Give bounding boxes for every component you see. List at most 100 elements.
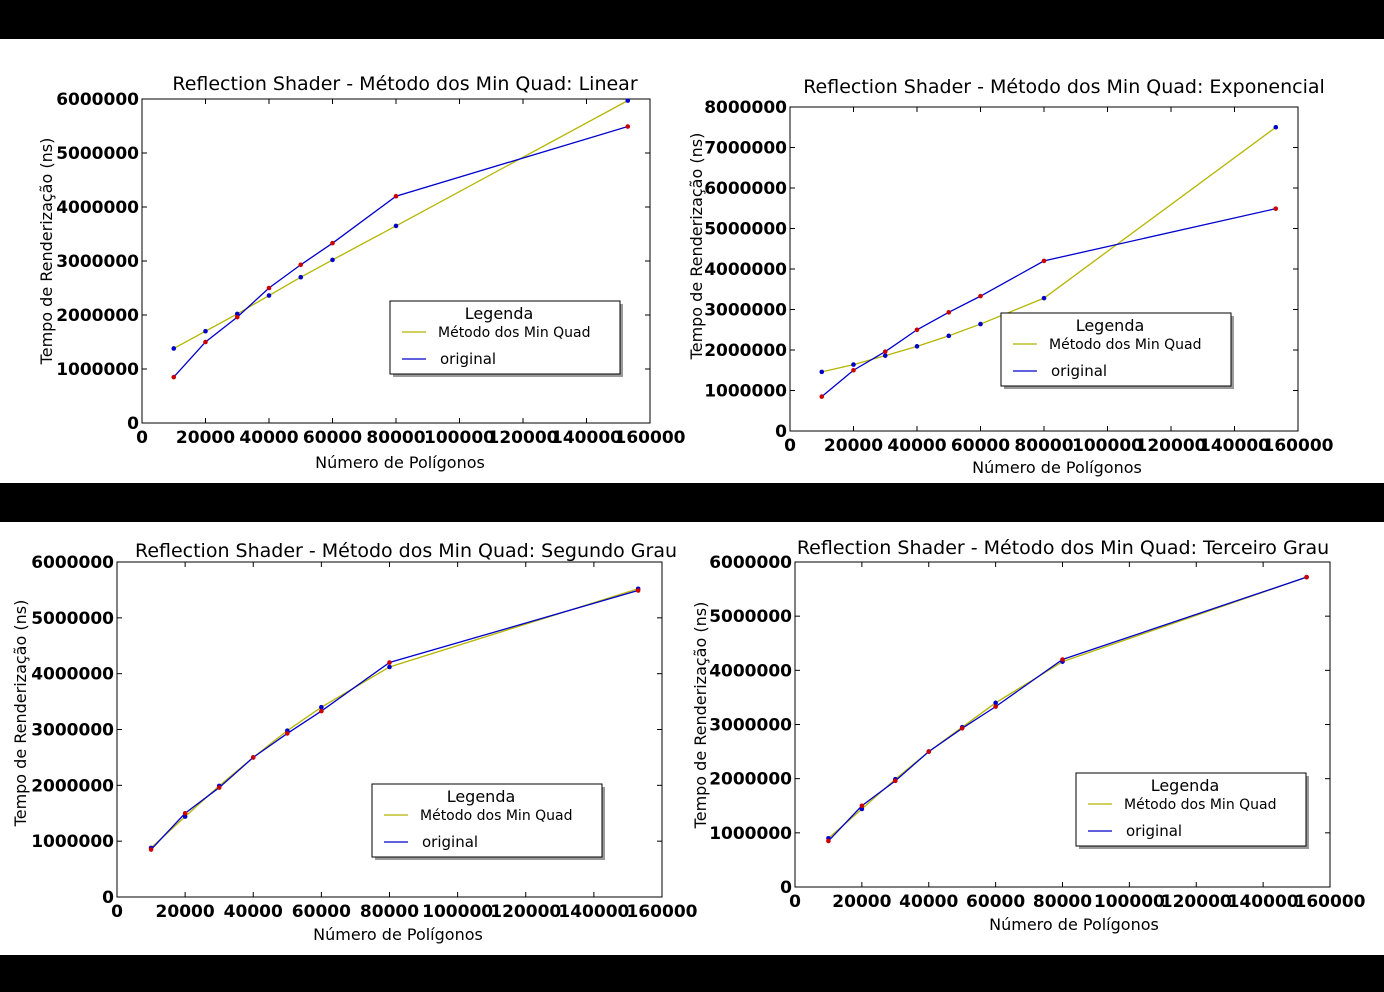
point-original xyxy=(182,810,188,816)
point-fit xyxy=(182,814,188,819)
y-tick-label: 2000000 xyxy=(704,341,787,361)
point-original xyxy=(1041,258,1047,264)
y-tick-label: 1000000 xyxy=(709,824,792,844)
point-original xyxy=(819,394,825,399)
legend-title: Legenda xyxy=(465,304,534,323)
chart-3: Reflection Shader - Método dos Min Quad:… xyxy=(691,537,1366,934)
point-original xyxy=(851,367,856,373)
point-original xyxy=(826,838,831,844)
top-black-band xyxy=(0,0,1384,39)
point-fit xyxy=(882,353,888,358)
point-original xyxy=(1273,206,1279,211)
x-axis-label: Número de Polígonos xyxy=(315,453,485,472)
chart-0: Reflection Shader - Método dos Min Quad:… xyxy=(37,73,686,472)
y-tick-label: 6000000 xyxy=(56,90,139,110)
point-original xyxy=(914,327,920,333)
series-line-fit xyxy=(173,100,629,350)
x-tick-label: 100000 xyxy=(422,902,493,922)
y-tick-label: 5000000 xyxy=(56,144,139,164)
x-tick-label: 140000 xyxy=(551,428,622,448)
series-line-original xyxy=(150,589,639,850)
point-fit xyxy=(234,311,240,317)
x-tick-label: 20000 xyxy=(824,436,883,456)
point-fit xyxy=(387,664,392,670)
y-tick-label: 4000000 xyxy=(704,260,787,280)
x-tick-label: 100000 xyxy=(1094,892,1165,912)
y-tick-label: 3000000 xyxy=(56,252,139,272)
y-tick-label: 2000000 xyxy=(56,306,139,326)
x-tick-label: 60000 xyxy=(292,902,351,922)
point-fit xyxy=(625,98,631,103)
x-tick-label: 160000 xyxy=(627,902,698,922)
x-tick-label: 160000 xyxy=(615,428,686,448)
point-original xyxy=(926,749,932,754)
y-tick-label: 4000000 xyxy=(31,665,114,685)
y-tick-label: 2000000 xyxy=(31,776,114,796)
x-tick-label: 140000 xyxy=(1228,892,1299,912)
x-tick-label: 60000 xyxy=(951,436,1010,456)
y-tick-label: 5000000 xyxy=(31,609,114,629)
x-tick-label: 120000 xyxy=(1161,892,1232,912)
x-tick-label: 20000 xyxy=(832,892,891,912)
y-tick-label: 0 xyxy=(127,414,139,434)
legend-title: Legenda xyxy=(1076,316,1145,335)
x-tick-label: 80000 xyxy=(1014,436,1073,456)
point-original xyxy=(1060,657,1065,662)
legend-entry: original xyxy=(422,833,478,851)
y-axis-label: Tempo de Renderização (ns) xyxy=(691,602,710,830)
chart-title: Reflection Shader - Método dos Min Quad:… xyxy=(797,537,1329,559)
legend-entry: original xyxy=(440,350,496,368)
chart-title: Reflection Shader - Método dos Min Quad:… xyxy=(803,76,1325,98)
middle-black-band xyxy=(0,483,1384,522)
legend-box xyxy=(371,783,603,858)
point-original xyxy=(959,725,965,731)
series-line-original xyxy=(827,576,1307,842)
y-tick-label: 7000000 xyxy=(704,139,787,159)
x-tick-label: 0 xyxy=(111,902,123,922)
x-tick-label: 0 xyxy=(784,436,796,456)
point-original xyxy=(893,778,898,784)
point-fit xyxy=(914,344,920,349)
y-tick-label: 8000000 xyxy=(704,98,787,118)
point-fit xyxy=(859,806,865,812)
y-tick-label: 3000000 xyxy=(31,721,114,741)
x-tick-label: 140000 xyxy=(1199,436,1270,456)
point-original xyxy=(148,847,154,852)
y-tick-label: 5000000 xyxy=(704,220,787,240)
x-tick-label: 40000 xyxy=(224,902,283,922)
point-original xyxy=(298,262,304,268)
point-original xyxy=(946,310,952,315)
x-tick-label: 120000 xyxy=(488,428,559,448)
y-tick-label: 4000000 xyxy=(56,198,139,218)
legend-entry: Método dos Min Quad xyxy=(1124,797,1277,813)
series-line-fit xyxy=(150,588,639,849)
point-original xyxy=(993,704,998,709)
x-axis-label: Número de Polígonos xyxy=(313,925,483,944)
y-tick-label: 4000000 xyxy=(709,661,792,681)
series-line-original xyxy=(173,125,628,378)
x-tick-label: 20000 xyxy=(176,428,235,448)
point-original xyxy=(330,240,335,246)
y-axis-label: Tempo de Renderização (ns) xyxy=(687,133,706,361)
point-fit xyxy=(993,700,998,706)
legend-box xyxy=(1075,772,1307,847)
legend-entry: original xyxy=(1051,362,1107,380)
x-tick-label: 140000 xyxy=(558,902,629,922)
y-tick-label: 2000000 xyxy=(709,770,792,790)
y-tick-label: 1000000 xyxy=(704,382,787,402)
y-tick-label: 6000000 xyxy=(709,553,792,573)
point-fit xyxy=(978,321,983,327)
point-fit xyxy=(171,346,177,351)
y-tick-label: 0 xyxy=(775,422,787,442)
legend-title: Legenda xyxy=(1151,776,1220,795)
x-axis-label: Número de Polígonos xyxy=(972,458,1142,477)
point-original xyxy=(266,285,272,291)
x-tick-label: 20000 xyxy=(156,902,215,922)
y-tick-label: 1000000 xyxy=(56,360,139,380)
point-original xyxy=(285,731,290,736)
point-fit xyxy=(819,369,825,375)
point-original xyxy=(216,785,222,790)
y-tick-label: 3000000 xyxy=(709,716,792,736)
point-original xyxy=(635,588,641,593)
